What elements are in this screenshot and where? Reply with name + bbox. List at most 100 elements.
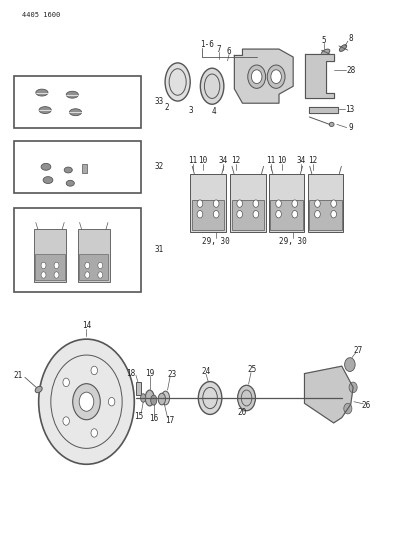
Polygon shape <box>234 49 293 103</box>
Polygon shape <box>304 366 353 423</box>
Bar <box>13 76 141 127</box>
Circle shape <box>54 272 59 278</box>
Circle shape <box>73 384 100 419</box>
Ellipse shape <box>165 63 190 101</box>
Text: 31: 31 <box>155 245 164 254</box>
Circle shape <box>315 211 320 218</box>
Polygon shape <box>309 108 338 113</box>
Text: 21: 21 <box>14 370 23 379</box>
Circle shape <box>85 272 90 278</box>
Ellipse shape <box>66 91 78 98</box>
Circle shape <box>63 417 69 425</box>
Text: 24: 24 <box>202 367 211 376</box>
Ellipse shape <box>36 89 48 96</box>
Text: 1-6: 1-6 <box>200 41 214 50</box>
Ellipse shape <box>162 391 170 405</box>
Bar <box>309 199 342 230</box>
Bar <box>136 382 141 395</box>
Text: 6: 6 <box>227 47 231 56</box>
Ellipse shape <box>69 109 82 116</box>
Text: 25: 25 <box>247 365 257 374</box>
Ellipse shape <box>41 164 51 170</box>
Circle shape <box>271 70 282 84</box>
Text: 14: 14 <box>82 321 91 330</box>
Circle shape <box>91 366 98 375</box>
Circle shape <box>39 339 134 464</box>
Circle shape <box>315 200 320 207</box>
Circle shape <box>349 382 357 393</box>
Circle shape <box>344 403 352 414</box>
Ellipse shape <box>35 386 42 393</box>
Circle shape <box>63 378 69 386</box>
Text: 11: 11 <box>266 156 275 165</box>
Bar <box>35 254 64 280</box>
Bar <box>13 141 141 193</box>
Text: 26: 26 <box>361 401 371 410</box>
Text: 17: 17 <box>165 416 174 425</box>
Circle shape <box>345 358 355 372</box>
Bar <box>79 254 109 280</box>
Circle shape <box>253 211 259 218</box>
Circle shape <box>253 200 259 207</box>
Text: 10: 10 <box>277 156 286 165</box>
Bar <box>190 174 226 232</box>
Text: 9: 9 <box>348 123 353 132</box>
Circle shape <box>79 392 94 411</box>
Text: 3: 3 <box>189 106 193 115</box>
Circle shape <box>237 211 242 218</box>
Text: 27: 27 <box>353 346 363 355</box>
Ellipse shape <box>151 395 157 405</box>
Text: 16: 16 <box>149 414 158 423</box>
Text: 11: 11 <box>188 156 197 165</box>
Text: 10: 10 <box>199 156 208 165</box>
Text: 28: 28 <box>346 66 355 75</box>
Circle shape <box>41 272 46 278</box>
Ellipse shape <box>43 176 53 183</box>
Ellipse shape <box>158 393 166 405</box>
Circle shape <box>197 200 203 207</box>
Text: 20: 20 <box>238 408 247 417</box>
Text: 33: 33 <box>155 96 164 106</box>
Bar <box>271 199 303 230</box>
Circle shape <box>54 262 59 269</box>
Text: 7: 7 <box>217 45 221 54</box>
Circle shape <box>213 200 219 207</box>
Circle shape <box>276 211 282 218</box>
Ellipse shape <box>200 68 224 104</box>
Text: 32: 32 <box>155 163 164 171</box>
Text: 19: 19 <box>145 369 154 378</box>
Ellipse shape <box>339 45 347 51</box>
Circle shape <box>237 200 242 207</box>
Bar <box>34 229 66 282</box>
Circle shape <box>91 429 98 437</box>
Bar <box>232 199 264 230</box>
Text: 4405 1600: 4405 1600 <box>22 12 60 18</box>
Circle shape <box>292 200 297 207</box>
Text: 13: 13 <box>345 104 355 114</box>
Circle shape <box>213 211 219 218</box>
Ellipse shape <box>198 382 222 415</box>
Circle shape <box>331 200 337 207</box>
Circle shape <box>267 65 285 88</box>
Bar <box>269 174 304 232</box>
Ellipse shape <box>237 385 255 411</box>
Bar <box>82 164 87 173</box>
Circle shape <box>251 70 262 84</box>
Bar <box>308 174 344 232</box>
Circle shape <box>331 211 337 218</box>
Text: 29, 30: 29, 30 <box>279 237 307 246</box>
Text: 34: 34 <box>219 156 228 165</box>
Bar <box>230 174 266 232</box>
Ellipse shape <box>329 122 334 126</box>
Text: 8: 8 <box>348 34 353 43</box>
Circle shape <box>41 262 46 269</box>
Text: 12: 12 <box>231 156 240 165</box>
Text: 18: 18 <box>126 369 136 378</box>
Text: 29, 30: 29, 30 <box>202 237 230 246</box>
Text: 2: 2 <box>164 103 169 112</box>
Polygon shape <box>305 54 334 98</box>
Bar <box>13 208 141 292</box>
Circle shape <box>292 211 297 218</box>
Circle shape <box>85 262 90 269</box>
Ellipse shape <box>145 390 154 406</box>
